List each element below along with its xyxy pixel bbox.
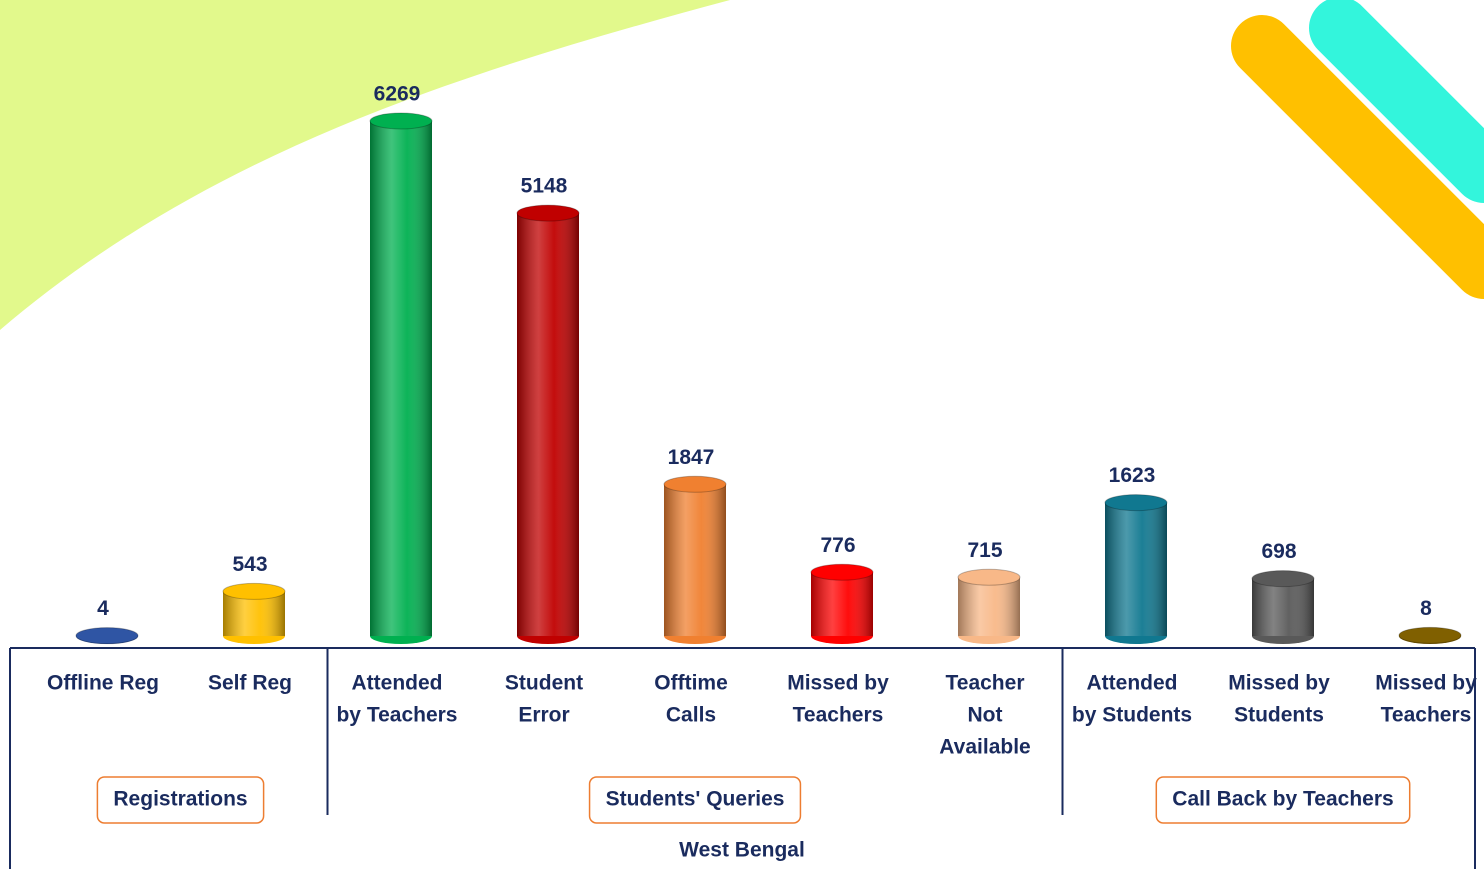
bar: [810, 563, 874, 644]
bar-top: [369, 112, 433, 130]
bar-top: [957, 568, 1021, 586]
bar-shade: [1252, 578, 1314, 636]
decor-curve: [0, 0, 730, 330]
group-box: [588, 776, 802, 824]
bar: [222, 582, 286, 644]
x-tick-label: Teachers: [793, 704, 884, 727]
group-label: Call Back by Teachers: [1172, 788, 1393, 811]
bar: [957, 568, 1021, 644]
axis-frame: [9, 647, 1476, 869]
decor-stroke: [1231, 15, 1484, 299]
bar-top: [1251, 570, 1315, 588]
x-tick-label: Calls: [666, 704, 716, 727]
value-label: 6269: [374, 83, 421, 106]
x-tick-label: Self Reg: [208, 672, 292, 695]
x-tick-label: Teacher: [946, 672, 1025, 695]
value-label: 715: [967, 539, 1002, 562]
value-label: 543: [232, 553, 267, 576]
bar: [663, 475, 727, 644]
bar: [516, 204, 580, 644]
x-tick-label: Students: [1234, 704, 1324, 727]
x-tick-label: by Students: [1072, 704, 1192, 727]
x-tick-label: Not: [968, 704, 1003, 727]
bar-top: [810, 563, 874, 581]
x-tick-label: Student: [505, 672, 583, 695]
value-label: 4: [97, 597, 109, 620]
x-tick-label: Attended: [352, 672, 443, 695]
bar-top: [1104, 494, 1168, 512]
value-label: 698: [1261, 540, 1296, 563]
bar-shade: [1105, 502, 1167, 636]
value-label: 8: [1420, 597, 1432, 620]
bar-shade: [664, 484, 726, 636]
bar-top: [516, 204, 580, 222]
x-tick-label: Offline Reg: [47, 672, 159, 695]
x-tick-label: Missed by: [787, 672, 889, 695]
bar: [75, 627, 139, 645]
x-tick-label: Attended: [1087, 672, 1178, 695]
x-tick-label: Offtime: [654, 672, 728, 695]
x-axis-label: West Bengal: [679, 839, 805, 862]
bar-shade: [958, 577, 1020, 636]
x-tick-label: Teachers: [1381, 704, 1472, 727]
group-label: Students' Queries: [606, 788, 785, 811]
x-tick-label: Missed by: [1228, 672, 1330, 695]
value-label: 5148: [521, 175, 568, 198]
x-tick-label: Error: [518, 704, 569, 727]
bar-shade: [811, 572, 873, 636]
bar: [369, 112, 433, 644]
x-tick-label: Available: [939, 736, 1030, 759]
x-tick-label: by Teachers: [336, 704, 457, 727]
bar: [1104, 494, 1168, 644]
bar-shade: [370, 121, 432, 636]
bar-top: [1398, 626, 1462, 644]
x-tick-label: Missed by: [1375, 672, 1477, 695]
group-box: [1155, 776, 1411, 824]
group-box: [96, 776, 265, 824]
bar: [1398, 626, 1462, 644]
bar-top: [75, 627, 139, 645]
decor-stroke: [1309, 0, 1484, 203]
bar: [1251, 570, 1315, 644]
group-label: Registrations: [113, 788, 247, 811]
bar-shade: [517, 213, 579, 636]
bar-top: [663, 475, 727, 493]
value-label: 1623: [1109, 464, 1156, 487]
value-label: 776: [820, 534, 855, 557]
value-label: 1847: [668, 446, 715, 469]
bar-top: [222, 582, 286, 600]
